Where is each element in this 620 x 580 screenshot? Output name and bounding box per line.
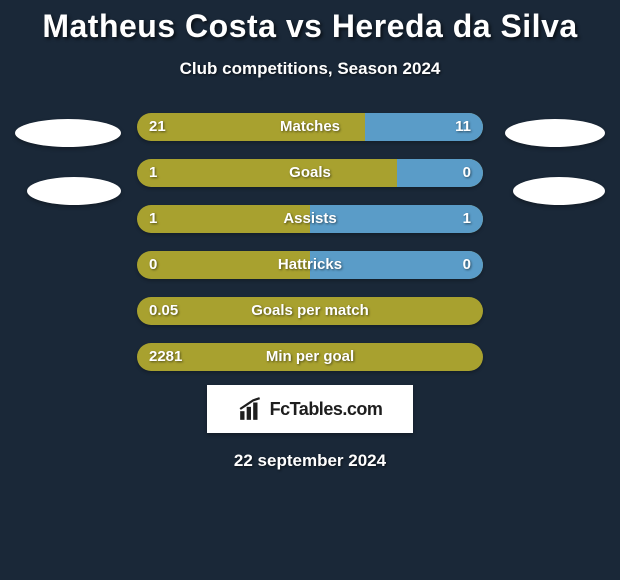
date-label: 22 september 2024 xyxy=(0,451,620,471)
main-row: 2111Matches 10Goals 11Assists 00Hattricks 0.… xyxy=(0,113,620,371)
avatar-placeholder xyxy=(15,119,121,147)
player-right-avatar xyxy=(499,113,605,205)
bar-label: Hattricks xyxy=(137,251,483,279)
subtitle: Club competitions, Season 2024 xyxy=(0,59,620,79)
stat-bar: 00Hattricks xyxy=(137,251,483,279)
source-logo: FcTables.com xyxy=(207,385,413,433)
comparison-card: Matheus Costa vs Hereda da Silva Club co… xyxy=(0,0,620,471)
stat-bar: 11Assists xyxy=(137,205,483,233)
avatar-shadow xyxy=(27,177,121,205)
chart-icon xyxy=(238,396,264,422)
stat-bars: 2111Matches 10Goals 11Assists 00Hattricks 0.… xyxy=(137,113,483,371)
bar-label: Min per goal xyxy=(137,343,483,371)
page-title: Matheus Costa vs Hereda da Silva xyxy=(0,8,620,45)
logo-text: FcTables.com xyxy=(270,399,383,420)
avatar-placeholder xyxy=(505,119,605,147)
player-left-avatar xyxy=(15,113,121,205)
bar-label: Goals xyxy=(137,159,483,187)
stat-bar: 0.05Goals per match xyxy=(137,297,483,325)
avatar-shadow xyxy=(513,177,605,205)
bar-label: Goals per match xyxy=(137,297,483,325)
stat-bar: 2281Min per goal xyxy=(137,343,483,371)
stat-bar: 2111Matches xyxy=(137,113,483,141)
bar-label: Matches xyxy=(137,113,483,141)
bar-label: Assists xyxy=(137,205,483,233)
stat-bar: 10Goals xyxy=(137,159,483,187)
